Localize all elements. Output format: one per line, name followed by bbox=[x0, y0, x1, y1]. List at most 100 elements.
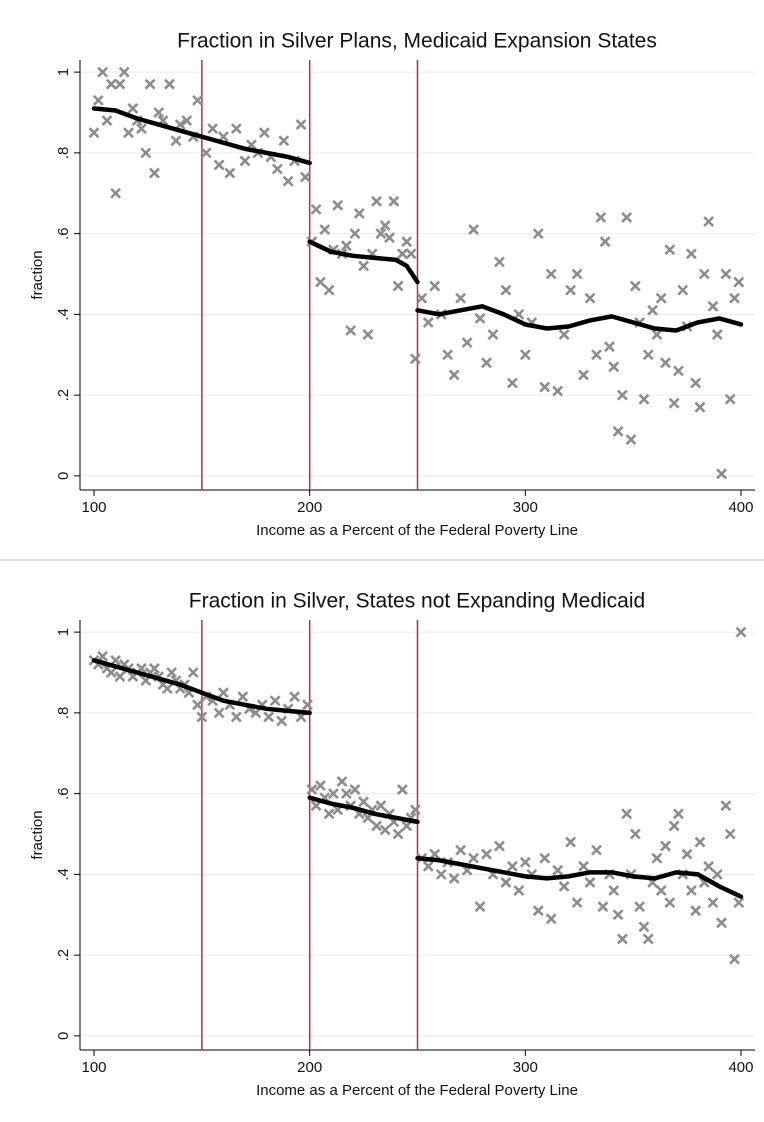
scatter-point bbox=[621, 808, 633, 820]
scatter-point bbox=[271, 163, 283, 175]
y-tick-label: 1 bbox=[55, 68, 72, 76]
scatter-point bbox=[608, 361, 620, 373]
scatter-point bbox=[629, 280, 641, 292]
scatter-point bbox=[422, 317, 434, 328]
scatter-point bbox=[595, 212, 607, 223]
scatter-point bbox=[578, 860, 589, 872]
scatter-point bbox=[664, 897, 676, 909]
scatter-point bbox=[310, 203, 322, 215]
scatter-point bbox=[409, 804, 421, 816]
y-tick-label: .4 bbox=[55, 308, 72, 321]
scatter-point bbox=[295, 119, 307, 131]
fitted-line bbox=[91, 106, 744, 333]
scatter-point bbox=[375, 800, 387, 812]
scatter-point bbox=[711, 868, 723, 880]
scatter-point bbox=[239, 155, 251, 167]
scatter-point bbox=[716, 917, 727, 929]
scatter-point bbox=[276, 715, 288, 727]
scatter-point bbox=[642, 933, 654, 945]
scatter-point bbox=[468, 224, 479, 235]
scatter-point bbox=[269, 695, 281, 707]
scatter-point bbox=[604, 341, 615, 353]
y-tick-label: 0 bbox=[55, 472, 72, 480]
scatter-point bbox=[136, 123, 147, 135]
scatter-point bbox=[703, 216, 715, 227]
scatter-point bbox=[711, 329, 723, 340]
scatter-point bbox=[362, 329, 374, 340]
scatter-point bbox=[401, 236, 413, 248]
scatter-point bbox=[97, 650, 109, 662]
scatter-point bbox=[144, 78, 156, 90]
y-tick-label: .4 bbox=[55, 868, 72, 881]
scatter-point bbox=[698, 268, 710, 280]
scatter-point bbox=[416, 292, 428, 304]
y-tick-label: .8 bbox=[55, 147, 72, 160]
scatter-point bbox=[422, 860, 434, 872]
scatter-point bbox=[396, 784, 408, 795]
scatter-point bbox=[379, 220, 391, 231]
scatter-point bbox=[213, 159, 225, 171]
scatter-point bbox=[638, 921, 650, 933]
scatter-point bbox=[153, 107, 165, 118]
scatter-point bbox=[88, 127, 100, 139]
scatter-point bbox=[140, 147, 152, 159]
scatter-point bbox=[448, 872, 460, 884]
scatter-point bbox=[494, 256, 505, 268]
y-tick-label: .6 bbox=[55, 227, 72, 240]
scatter-point bbox=[571, 268, 583, 280]
scatter-point bbox=[358, 796, 370, 808]
scatter-point bbox=[192, 94, 203, 106]
scatter-point bbox=[388, 195, 400, 207]
scatter-point bbox=[552, 864, 564, 876]
scatter-point bbox=[230, 123, 242, 135]
scatter-point bbox=[500, 284, 512, 296]
scatter-point bbox=[625, 434, 637, 445]
scatter-point bbox=[597, 901, 609, 913]
scatter-point bbox=[558, 329, 570, 340]
x-axis-label: Income as a Percent of the Federal Pover… bbox=[256, 1082, 578, 1099]
scatter-point bbox=[720, 800, 732, 812]
scatter-point bbox=[224, 167, 236, 179]
scatter-point bbox=[584, 292, 596, 304]
scatter-point bbox=[114, 78, 126, 90]
scatter-point bbox=[474, 312, 486, 324]
x-axis-label: Income as a Percent of the Federal Pover… bbox=[256, 522, 578, 539]
scatter-point bbox=[336, 776, 348, 787]
scatter-point bbox=[97, 66, 109, 78]
scatter-point bbox=[384, 232, 395, 244]
scatter-point bbox=[612, 426, 624, 437]
scatter-point bbox=[707, 897, 719, 909]
scatter-point bbox=[299, 171, 311, 183]
scatter-point bbox=[345, 325, 357, 336]
scatter-point bbox=[584, 877, 596, 888]
scatter-point bbox=[694, 401, 706, 413]
scatter-point bbox=[647, 304, 658, 316]
scatter-point bbox=[114, 671, 126, 682]
scatter-point bbox=[707, 300, 719, 312]
scatter-point bbox=[442, 349, 454, 361]
scatter-point bbox=[429, 280, 441, 292]
x-tick-label: 100 bbox=[82, 499, 107, 516]
scatter-point bbox=[532, 228, 544, 240]
chart-title: Fraction in Silver Plans, Medicaid Expan… bbox=[177, 30, 657, 53]
scatter-point bbox=[494, 840, 505, 852]
scatter-point bbox=[513, 308, 525, 320]
scatter-point bbox=[263, 711, 275, 723]
y-tick-label: .6 bbox=[55, 787, 72, 800]
scatter-point bbox=[340, 240, 352, 252]
scatter-point bbox=[306, 784, 318, 795]
scatter-point bbox=[733, 276, 745, 288]
scatter-point bbox=[105, 78, 117, 90]
scatter-point bbox=[323, 808, 335, 820]
x-tick-label: 300 bbox=[513, 1059, 538, 1076]
x-tick-label: 400 bbox=[728, 499, 753, 516]
scatter-point bbox=[724, 393, 736, 405]
scatter-point bbox=[729, 953, 740, 965]
y-tick-label: .2 bbox=[55, 949, 72, 962]
scatter-point bbox=[638, 393, 650, 405]
scatter-point bbox=[591, 844, 602, 856]
scatter-point bbox=[323, 284, 335, 296]
scatter-point bbox=[196, 711, 208, 723]
scatter-point bbox=[558, 881, 570, 892]
